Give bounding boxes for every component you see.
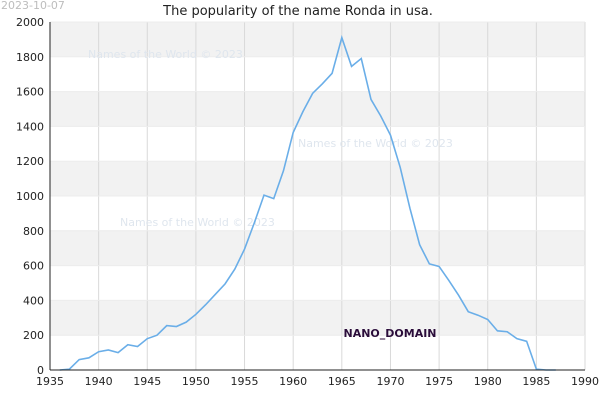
y-tick-label: 200 xyxy=(23,329,44,342)
y-tick-labels: 0 200 400 600 800 1000 1200 1400 1600 1800 2000 xyxy=(16,16,44,377)
y-tick-label: 600 xyxy=(23,260,44,273)
x-tick-label: 1990 xyxy=(571,375,599,388)
background-band xyxy=(50,161,585,196)
background-bands xyxy=(50,22,585,336)
gridlines xyxy=(49,21,586,371)
y-tick-label: 1400 xyxy=(16,120,44,133)
x-tick-label: 1950 xyxy=(182,375,210,388)
y-tick-label: 0 xyxy=(37,364,44,377)
y-tick-label: 1000 xyxy=(16,190,44,203)
date-stamp: 2023-10-07 xyxy=(1,0,65,12)
x-tick-label: 1975 xyxy=(425,375,453,388)
x-tick-label: 1960 xyxy=(279,375,307,388)
x-tick-label: 1980 xyxy=(474,375,502,388)
watermark-text: Names of the World © 2023 xyxy=(120,216,275,229)
x-tick-label: 1985 xyxy=(522,375,550,388)
series-line xyxy=(59,34,556,371)
y-tick-label: 2000 xyxy=(16,16,44,29)
axes xyxy=(49,22,585,371)
x-tick-label: 1945 xyxy=(133,375,161,388)
watermark-text: Names of the World © 2023 xyxy=(88,48,243,61)
y-tick-label: 800 xyxy=(23,225,44,238)
y-tick-label: 1200 xyxy=(16,155,44,168)
watermark-text: Names of the World © 2023 xyxy=(298,137,453,150)
site-label: NANO_DOMAIN xyxy=(343,327,436,340)
background-band xyxy=(50,300,585,336)
background-band xyxy=(50,91,585,127)
y-tick-label: 400 xyxy=(23,294,44,307)
x-tick-label: 1955 xyxy=(231,375,259,388)
background-band xyxy=(50,22,585,57)
x-tick-label: 1935 xyxy=(36,375,64,388)
x-tick-label: 1970 xyxy=(376,375,404,388)
watermarks: Names of the World © 2023 Names of the W… xyxy=(88,48,453,229)
x-tick-labels: 1935 1940 1945 1950 1955 1960 1965 1970 1975 1980… xyxy=(36,375,599,388)
y-tick-label: 1600 xyxy=(16,86,44,99)
chart-title: The popularity of the name Ronda in usa. xyxy=(162,4,433,19)
x-tick-label: 1940 xyxy=(85,375,113,388)
background-band xyxy=(50,230,585,266)
y-tick-label: 1800 xyxy=(16,51,44,64)
x-tick-label: 1965 xyxy=(328,375,356,388)
